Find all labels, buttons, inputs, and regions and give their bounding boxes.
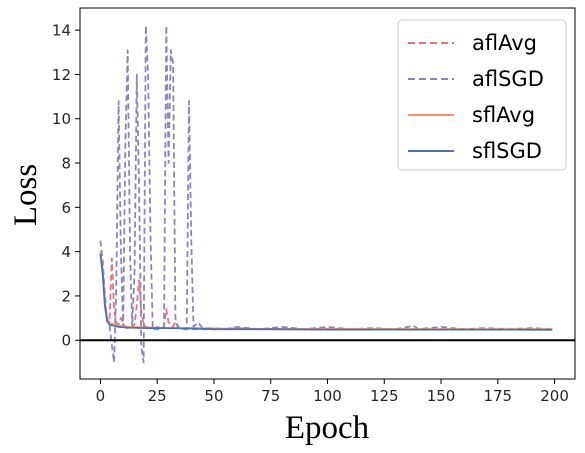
- x-tick-label: 175: [483, 387, 512, 405]
- x-tick-label: 25: [148, 387, 167, 405]
- y-tick-label: 14: [52, 22, 71, 40]
- series-line-aflAvg: [99, 251, 553, 331]
- x-tick-label: 100: [313, 387, 342, 405]
- legend-label-sflSGD: sflSGD: [472, 139, 542, 163]
- x-tick-label: 125: [370, 387, 399, 405]
- y-tick-label: 0: [61, 332, 71, 350]
- legend-label-sflAvg: sflAvg: [472, 103, 535, 127]
- x-axis-label: Epoch: [285, 410, 370, 446]
- legend: aflAvg aflSGD sflAvg sflSGD: [397, 19, 567, 171]
- series-line-sflAvg: [99, 251, 553, 331]
- series-line-sflSGD: [99, 253, 553, 331]
- x-tick-label: 50: [204, 387, 223, 405]
- legend-box: [397, 19, 567, 171]
- x-tick-label: 75: [261, 387, 280, 405]
- y-axis-label: Loss: [8, 164, 44, 226]
- legend-label-aflSGD: aflSGD: [472, 67, 544, 91]
- y-tick-label: 4: [61, 243, 71, 261]
- plot-area: [80, 24, 575, 364]
- legend-label-aflAvg: aflAvg: [472, 31, 537, 55]
- y-tick-label: 2: [61, 287, 71, 305]
- y-tick-label: 12: [52, 66, 71, 84]
- y-tick-label: 10: [52, 110, 71, 128]
- axes: 0 25 50 75 100 125 150 175 200 0 2 4 6 8 10 12 14: [52, 7, 576, 405]
- x-tick-label: 0: [96, 387, 106, 405]
- y-tick-label: 6: [61, 199, 71, 217]
- y-tick-label: 8: [61, 155, 71, 173]
- x-tick-label: 150: [427, 387, 456, 405]
- x-tick-label: 200: [540, 387, 569, 405]
